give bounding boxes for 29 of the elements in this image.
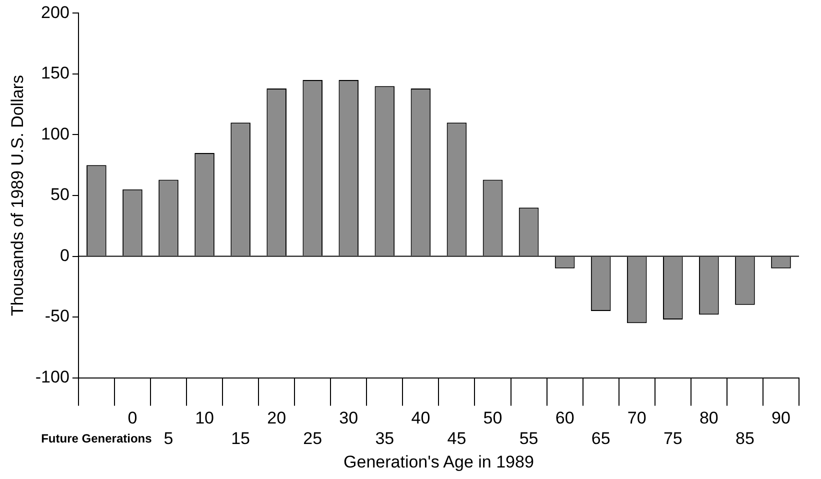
x-tick-label: 90 [772, 408, 790, 428]
x-axis-title: Generation's Age in 1989 [344, 452, 534, 472]
x-tick-label: 80 [699, 408, 718, 428]
x-tick-label: 5 [164, 429, 174, 448]
y-axis-title: Thousands of 1989 U.S. Dollars [8, 75, 27, 316]
x-tick-label: 15 [231, 429, 250, 448]
y-tick-label: 200 [41, 2, 70, 22]
x-tick-label: 70 [627, 408, 646, 428]
x-tick-label: 60 [555, 408, 574, 428]
y-tick-label: 100 [41, 124, 70, 144]
x-tick-label: 25 [303, 429, 322, 448]
y-tick-label: -100 [35, 367, 70, 386]
x-tick-label: 50 [483, 408, 502, 428]
y-tick-label: 150 [41, 64, 70, 83]
x-tick-label: 45 [447, 429, 466, 448]
y-tick-label: 0 [60, 246, 70, 265]
x-tick-label: 40 [411, 408, 430, 428]
x-tick-label: 20 [267, 408, 286, 428]
x-tick-label: Future Generations [41, 432, 152, 446]
x-tick-label: 0 [128, 408, 138, 428]
x-tick-label: 30 [339, 408, 358, 428]
x-tick-label: 10 [195, 408, 214, 428]
x-tick-label: 35 [375, 429, 394, 448]
y-tick-label: -50 [44, 306, 70, 326]
x-tick-label: 75 [663, 429, 682, 448]
x-tick-label: 85 [735, 429, 754, 448]
y-tick-label: 50 [50, 185, 70, 204]
x-tick-label: 65 [591, 429, 610, 448]
x-tick-label: 55 [519, 429, 538, 448]
